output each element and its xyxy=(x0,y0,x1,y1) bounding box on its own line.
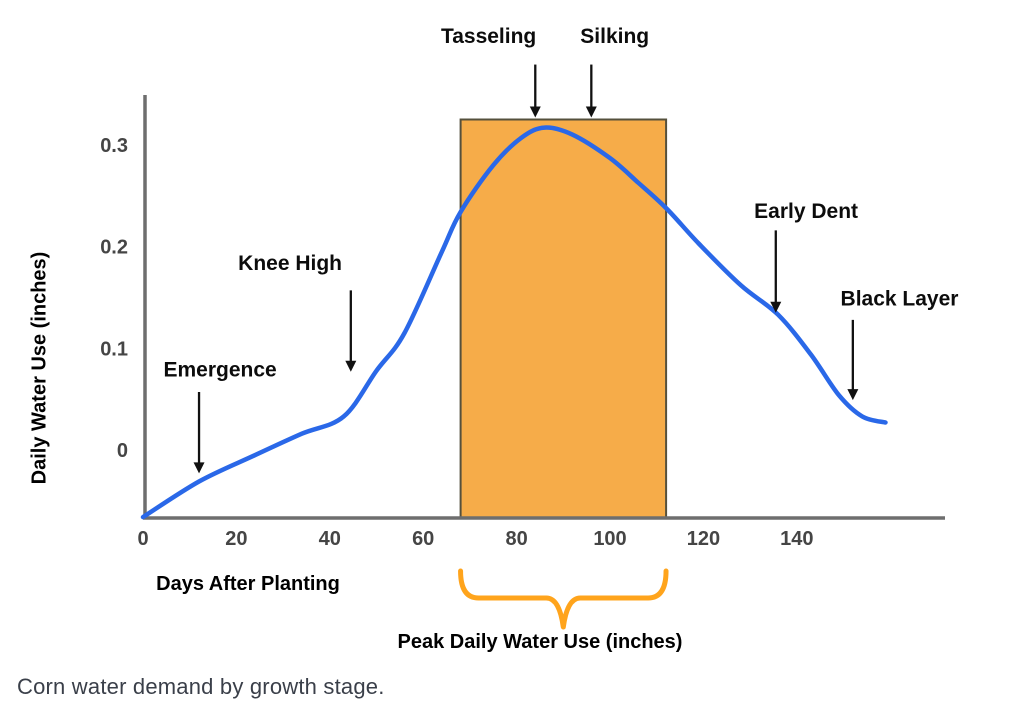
annotations-layer: Emergence Knee High Tasseling Silking Early … xyxy=(163,25,959,474)
silking-down-arrowhead-icon xyxy=(585,106,597,118)
y-tick-label-0.3: 0.3 xyxy=(100,135,128,157)
x-axis-title: Days After Planting xyxy=(156,573,340,595)
y-tick-label-0.2: 0.2 xyxy=(100,237,128,259)
early-dent-down-arrowhead-icon xyxy=(770,301,782,313)
brace-layer xyxy=(458,568,669,630)
emergence-down-arrowhead-icon xyxy=(193,462,205,474)
x-tick-label-80: 80 xyxy=(505,528,527,550)
figure-caption: Corn water demand by growth stage. xyxy=(17,674,385,699)
curve-layer xyxy=(140,125,888,520)
daily-water-use-curve xyxy=(140,125,888,520)
peak-region-label: Peak Daily Water Use (inches) xyxy=(398,631,683,653)
black-layer-down-arrowhead-icon xyxy=(847,389,859,401)
annotation-label-emergence: Emergence xyxy=(163,359,276,382)
peak-water-use-region xyxy=(459,118,668,519)
tasseling-down-arrowhead-icon xyxy=(529,106,541,118)
axes-layer xyxy=(143,95,945,520)
y-axis-title: Daily Water Use (inches) xyxy=(28,252,50,485)
x-tick-label-20: 20 xyxy=(225,528,247,550)
x-tick-label-40: 40 xyxy=(319,528,341,550)
x-tick-label-60: 60 xyxy=(412,528,434,550)
peak-region-layer xyxy=(459,118,668,519)
peak-region-brace xyxy=(458,568,669,630)
y-tick-label-0.1: 0.1 xyxy=(100,338,128,360)
annotation-label-early-dent: Early Dent xyxy=(754,200,858,223)
annotation-label-knee-high: Knee High xyxy=(238,252,342,275)
x-tick-label-100: 100 xyxy=(593,528,626,550)
annotation-label-silking: Silking xyxy=(580,25,649,48)
annotation-label-tasseling: Tasseling xyxy=(441,25,536,48)
knee-high-down-arrowhead-icon xyxy=(345,360,357,372)
y-tick-label-0: 0 xyxy=(117,440,128,462)
corn-water-demand-chart: 0 20 40 60 80 100 120 140 0 0.1 0.2 0.3 Emergence Kn… xyxy=(28,25,959,653)
tick-labels-layer: 0 20 40 60 80 100 120 140 0 0.1 0.2 0.3 xyxy=(100,135,813,550)
x-tick-label-0: 0 xyxy=(137,528,148,550)
x-tick-label-140: 140 xyxy=(780,528,813,550)
annotation-label-black-layer: Black Layer xyxy=(841,288,959,311)
x-tick-label-120: 120 xyxy=(687,528,720,550)
